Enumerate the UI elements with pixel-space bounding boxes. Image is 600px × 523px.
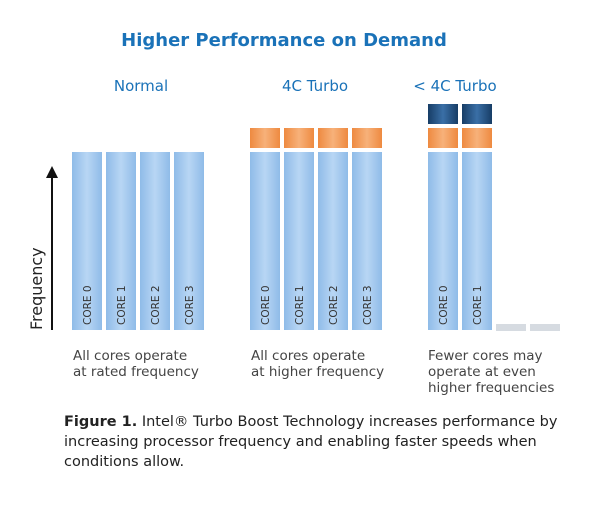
core-bar [428, 152, 458, 330]
extra-turbo-block [428, 104, 458, 124]
core-label: CORE 2 [150, 285, 162, 325]
turbo-lt4-group: CORE 0 CORE 1 [428, 104, 560, 331]
group-label-4c-turbo: 4C Turbo [281, 77, 349, 95]
caption-line: higher frequencies [428, 380, 555, 396]
caption-normal: All cores operate at rated frequency [73, 348, 199, 380]
group-label-normal: Normal [113, 77, 169, 95]
frequency-axis-label: Frequency [27, 247, 46, 330]
turbo-block [250, 128, 280, 148]
core-label: CORE 3 [184, 285, 196, 325]
core-label: CORE 1 [472, 285, 484, 325]
diagram-title: Higher Performance on Demand [121, 30, 447, 51]
figure-number: Figure 1. [64, 414, 138, 430]
core-label: CORE 0 [82, 285, 94, 325]
core-bar [284, 152, 314, 330]
core-bar [462, 152, 492, 330]
caption-line: operate at even [428, 364, 536, 380]
turbo-block [318, 128, 348, 148]
core-label: CORE 2 [328, 285, 340, 325]
core-bar [106, 152, 136, 330]
figure-text: Intel® Turbo Boost Technology increases … [64, 414, 558, 470]
core-label: CORE 0 [438, 285, 450, 325]
core-label: CORE 1 [116, 285, 128, 325]
core-label: CORE 0 [260, 285, 272, 325]
figure-caption: Figure 1. Intel® Turbo Boost Technology … [64, 412, 564, 472]
caption-line: All cores operate [251, 348, 366, 364]
core-bar [250, 152, 280, 330]
turbo4-group: CORE 0 CORE 1 CORE 2 CORE 3 [250, 128, 382, 330]
core-label: CORE 3 [362, 285, 374, 325]
core-bar [72, 152, 102, 330]
core-bar [140, 152, 170, 330]
normal-group: CORE 0 CORE 1 CORE 2 CORE 3 [72, 152, 204, 330]
turbo-block [352, 128, 382, 148]
core-bar [318, 152, 348, 330]
caption-line: All cores operate [73, 348, 188, 364]
turbo-block [284, 128, 314, 148]
turbo-block [428, 128, 458, 148]
caption-line: at higher frequency [251, 364, 385, 380]
caption-lt4c-turbo: Fewer cores may operate at even higher f… [428, 348, 554, 396]
inactive-core [496, 324, 526, 331]
group-label-lt4c-turbo: < 4C Turbo [413, 77, 497, 95]
arrow-head-icon [46, 166, 58, 178]
core-bar [174, 152, 204, 330]
caption-4c-turbo: All cores operate at higher frequency [251, 348, 384, 380]
turbo-block [462, 128, 492, 148]
core-label: CORE 1 [294, 285, 306, 325]
extra-turbo-block [462, 104, 492, 124]
core-bar [352, 152, 382, 330]
caption-line: Fewer cores may [428, 348, 543, 364]
inactive-core [530, 324, 560, 331]
caption-line: at rated frequency [73, 364, 199, 380]
